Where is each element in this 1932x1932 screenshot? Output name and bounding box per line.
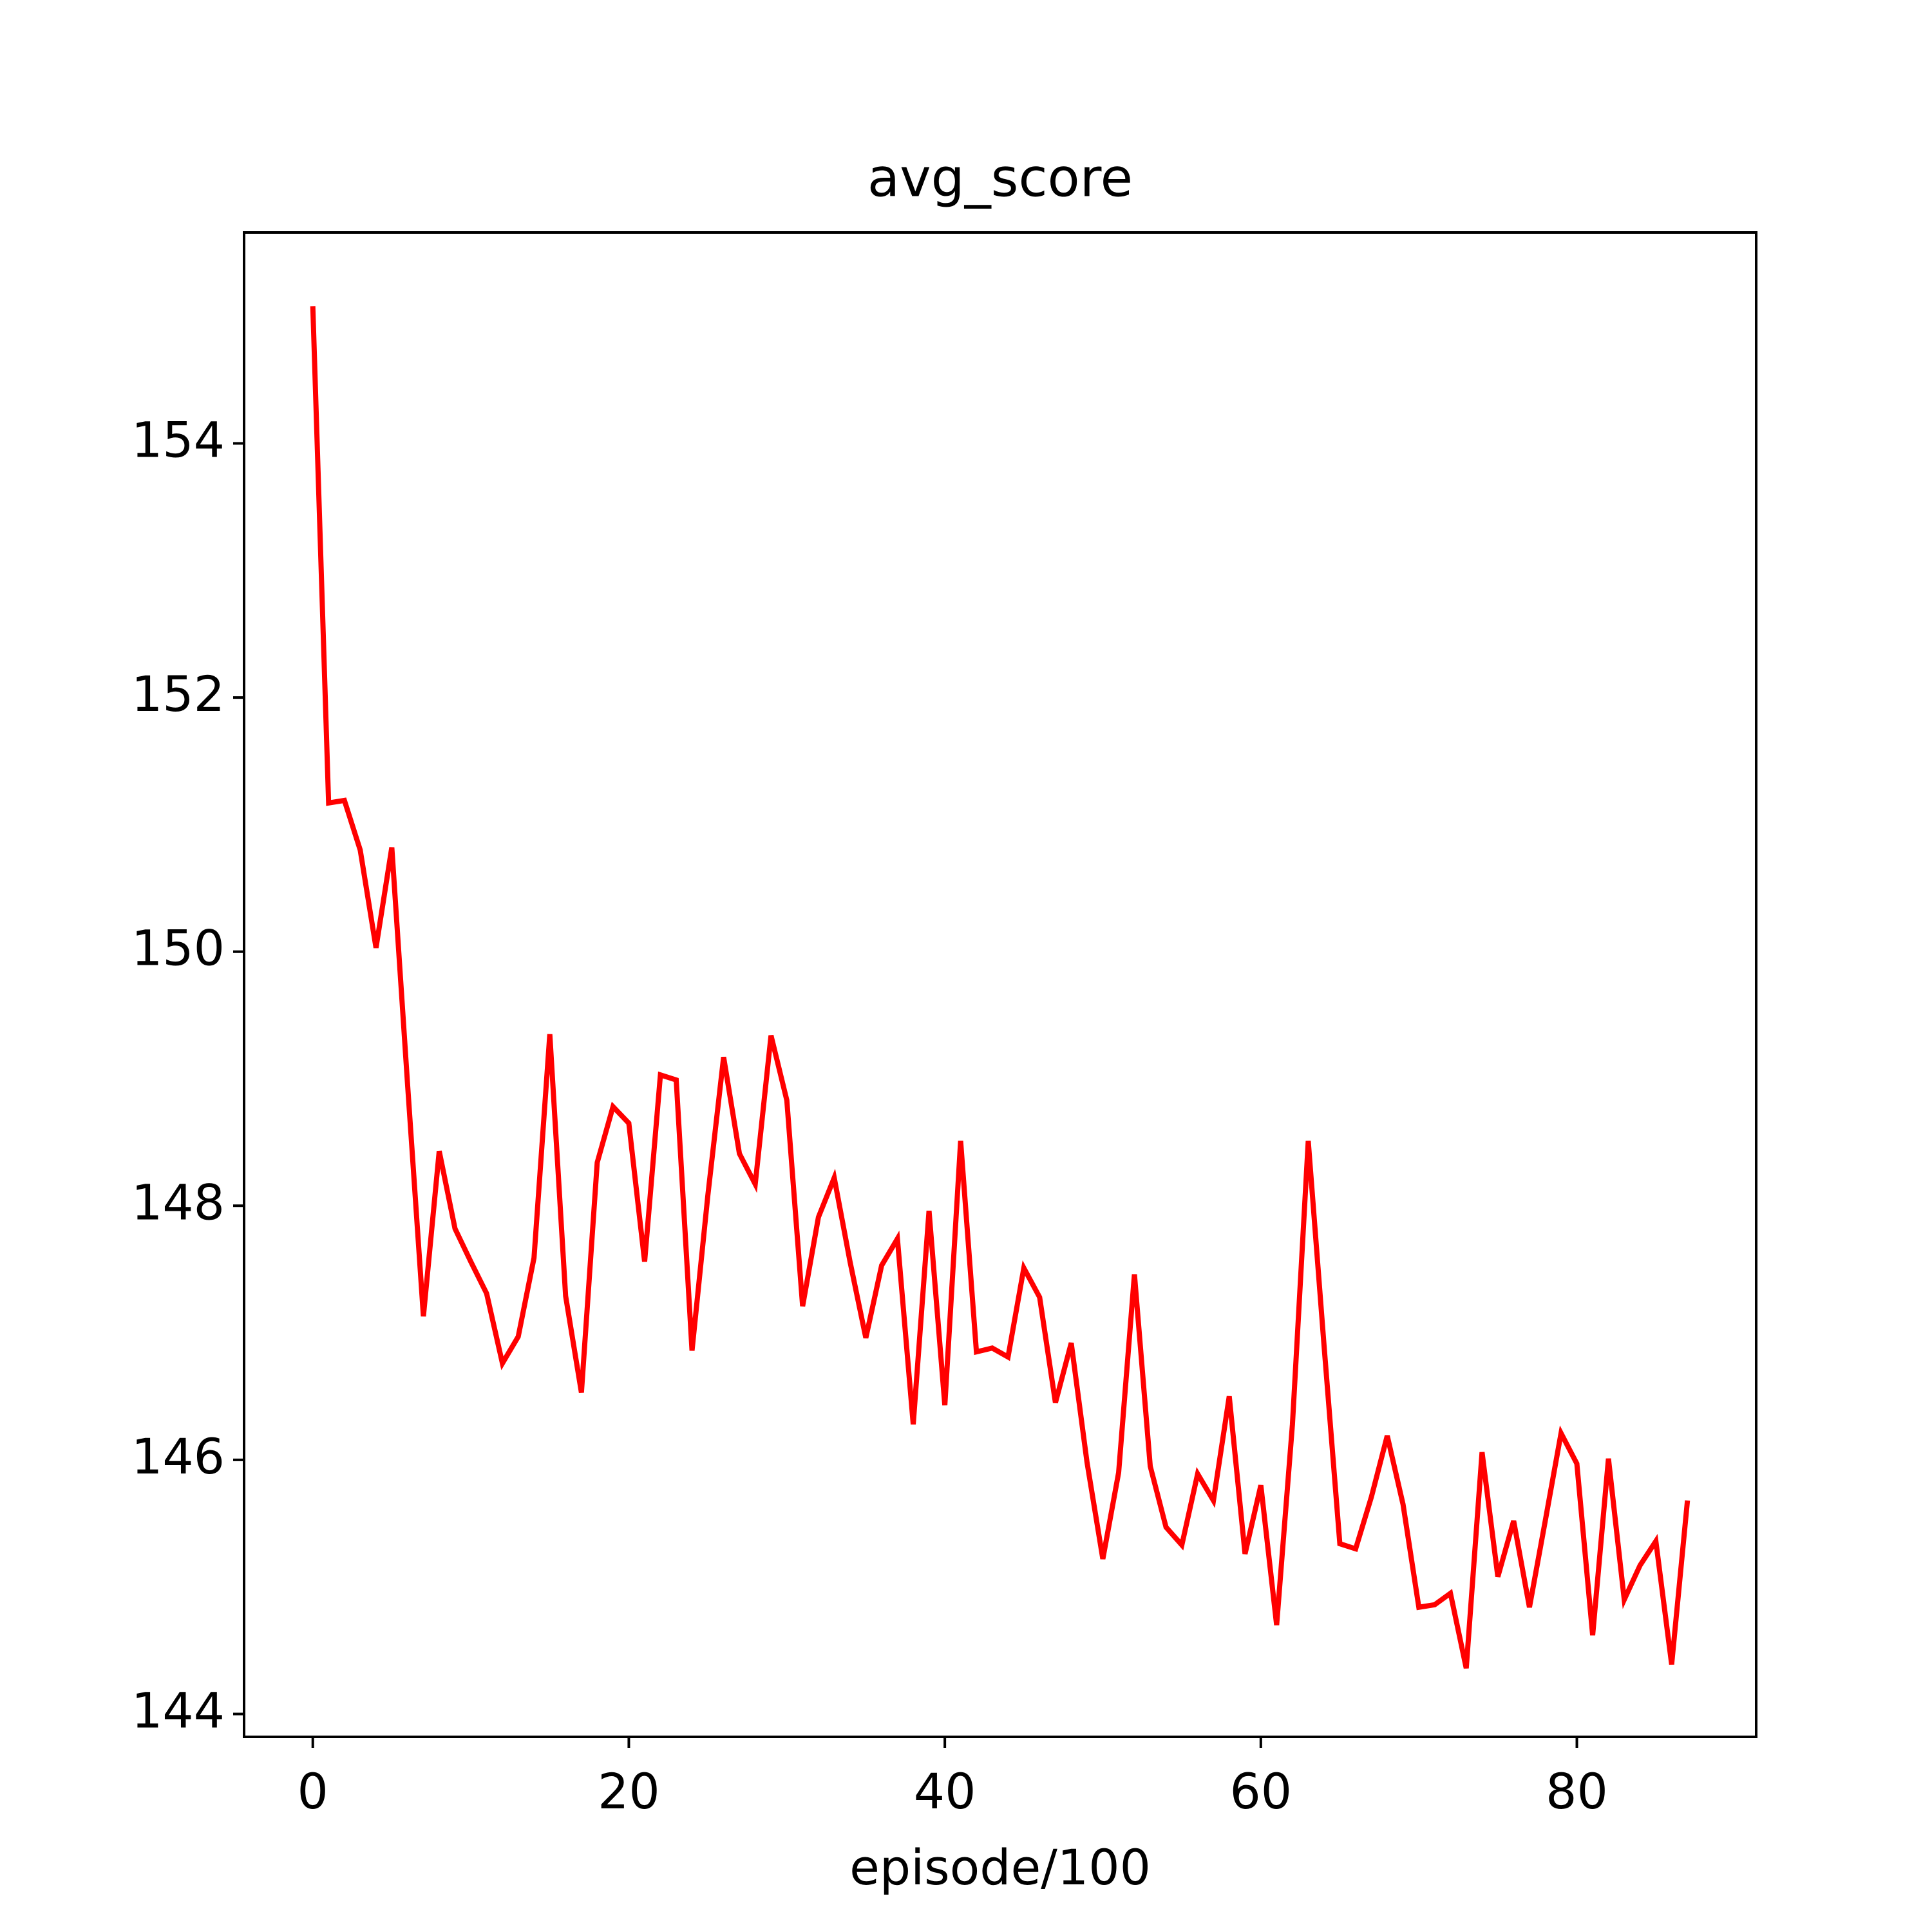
y-tick-label: 154: [131, 411, 225, 468]
y-tick-label: 144: [131, 1681, 225, 1739]
x-tick-label: 40: [914, 1763, 976, 1820]
x-axis-label: episode/100: [849, 1839, 1151, 1896]
y-tick-label: 148: [131, 1173, 225, 1231]
x-tick-label: 0: [298, 1763, 328, 1820]
y-tick-label: 150: [131, 920, 225, 977]
y-tick-label: 146: [131, 1428, 225, 1485]
data-line: [310, 306, 1690, 1669]
x-tick-label: 60: [1229, 1763, 1292, 1820]
plot-frame: [243, 231, 1757, 1738]
x-tick-label: 80: [1546, 1763, 1608, 1820]
chart-title: avg_score: [867, 147, 1133, 209]
y-tick-label: 152: [131, 665, 225, 723]
x-tick-label: 20: [598, 1763, 660, 1820]
